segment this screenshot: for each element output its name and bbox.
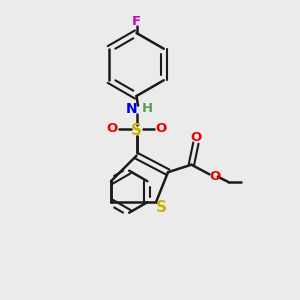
Text: H: H [142, 102, 153, 115]
Text: S: S [156, 200, 167, 215]
Text: O: O [156, 122, 167, 135]
Text: O: O [190, 131, 202, 144]
Text: O: O [106, 122, 117, 135]
Text: S: S [131, 123, 142, 138]
Text: F: F [132, 15, 141, 28]
Text: N: N [126, 102, 137, 116]
Text: O: O [209, 170, 220, 183]
